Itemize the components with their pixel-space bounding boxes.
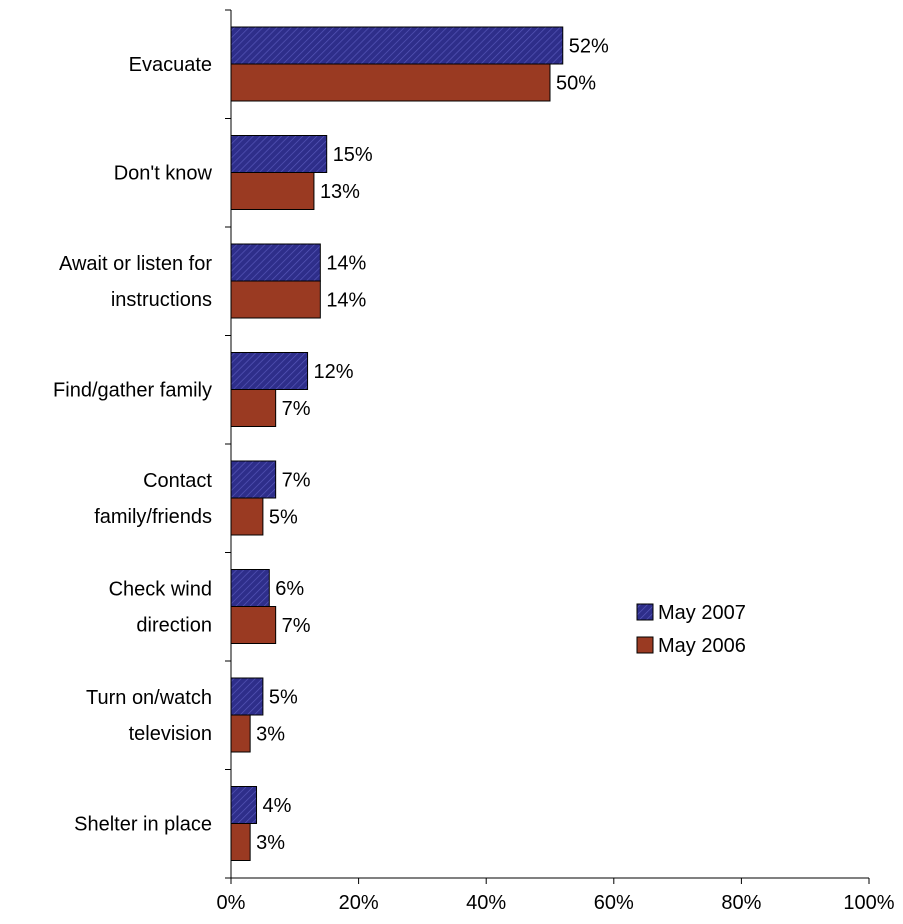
bar-may-2006 xyxy=(230,63,551,102)
bar-may-2006 xyxy=(230,389,277,427)
data-label: 6% xyxy=(275,578,304,600)
plot-area: 0% 20% 40% 60% 80% 100% Evacuate 52% 50% Don't kn… xyxy=(53,9,895,914)
bar-may-2007 xyxy=(230,135,328,173)
x-tick-label: 100% xyxy=(843,892,894,914)
bar-may-2006 xyxy=(230,280,321,319)
data-label: 3% xyxy=(256,832,285,854)
legend: May 2007 May 2006 xyxy=(636,602,746,657)
data-label: 14% xyxy=(326,290,366,312)
data-label: 50% xyxy=(556,73,596,95)
category-label: Evacuate xyxy=(129,54,212,76)
legend-swatch xyxy=(636,603,654,621)
x-tick-label: 80% xyxy=(721,892,761,914)
bar-may-2006 xyxy=(230,606,277,644)
data-label: 15% xyxy=(333,144,373,166)
bar-may-2007 xyxy=(230,677,264,716)
bar-may-2007 xyxy=(230,569,270,607)
x-tick-label: 40% xyxy=(466,892,506,914)
legend-label: May 2006 xyxy=(658,635,746,657)
category-label: Await or listen for xyxy=(59,253,212,275)
bar-may-2006 xyxy=(230,714,251,753)
bar-may-2007 xyxy=(230,26,564,65)
category-label: television xyxy=(129,723,212,745)
data-label: 52% xyxy=(569,36,609,58)
category-label: instructions xyxy=(111,289,212,311)
category-label: direction xyxy=(136,615,212,637)
category-label: Contact xyxy=(143,470,212,492)
x-tick-label: 60% xyxy=(594,892,634,914)
legend-label: May 2007 xyxy=(658,602,746,624)
bar-may-2006 xyxy=(230,497,264,536)
bar-may-2007 xyxy=(230,243,321,282)
data-label: 7% xyxy=(282,398,311,420)
data-label: 4% xyxy=(263,795,292,817)
bar-may-2006 xyxy=(230,823,251,861)
data-label: 3% xyxy=(256,724,285,746)
data-label: 13% xyxy=(320,181,360,203)
bar-may-2006 xyxy=(230,172,315,210)
category-label: Turn on/watch xyxy=(86,687,212,709)
category-label: Find/gather family xyxy=(53,380,212,402)
data-label: 7% xyxy=(282,615,311,637)
category-label: Check wind xyxy=(109,579,212,601)
data-label: 7% xyxy=(282,470,311,492)
data-label: 12% xyxy=(314,361,354,383)
legend-swatch xyxy=(636,636,654,654)
x-tick-label: 0% xyxy=(217,892,246,914)
category-label: Shelter in place xyxy=(74,814,212,836)
x-tick-label: 20% xyxy=(339,892,379,914)
data-label: 5% xyxy=(269,507,298,529)
bar-may-2007 xyxy=(230,786,258,824)
category-label: Don't know xyxy=(114,163,213,185)
data-label: 14% xyxy=(326,253,366,275)
data-label: 5% xyxy=(269,687,298,709)
bar-may-2007 xyxy=(230,460,277,499)
bar-may-2007 xyxy=(230,352,309,390)
category-label: family/friends xyxy=(94,506,212,528)
